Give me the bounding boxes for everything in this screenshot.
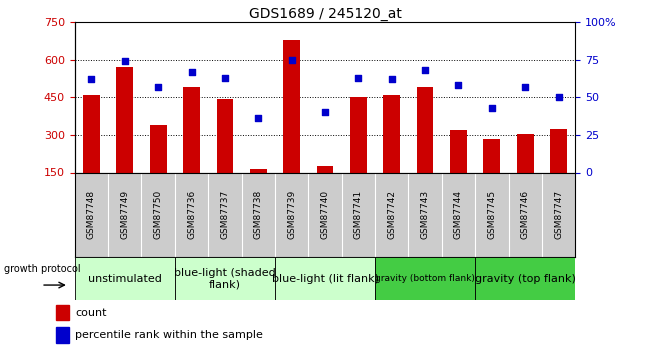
Point	[153, 84, 163, 90]
Text: gravity (bottom flank): gravity (bottom flank)	[375, 274, 475, 283]
Point	[320, 110, 330, 115]
Text: GSM87748: GSM87748	[87, 190, 96, 239]
Point	[187, 69, 197, 75]
FancyBboxPatch shape	[275, 257, 375, 300]
Text: growth protocol: growth protocol	[4, 264, 81, 274]
Point	[287, 57, 297, 63]
Point	[553, 95, 564, 100]
Text: GSM87739: GSM87739	[287, 190, 296, 239]
Title: GDS1689 / 245120_at: GDS1689 / 245120_at	[248, 7, 402, 21]
Point	[253, 116, 263, 121]
Bar	[350, 97, 367, 172]
Bar	[216, 99, 233, 172]
Text: blue-light (shaded
flank): blue-light (shaded flank)	[174, 268, 276, 289]
Bar	[317, 166, 333, 172]
FancyBboxPatch shape	[375, 257, 475, 300]
Bar	[517, 134, 534, 172]
Bar	[550, 129, 567, 172]
Bar	[56, 327, 69, 343]
FancyBboxPatch shape	[175, 257, 275, 300]
Bar	[283, 40, 300, 172]
Bar	[183, 87, 200, 172]
Text: blue-light (lit flank): blue-light (lit flank)	[272, 274, 378, 284]
Text: GSM87742: GSM87742	[387, 190, 396, 239]
Text: gravity (top flank): gravity (top flank)	[474, 274, 576, 284]
Bar	[417, 87, 434, 172]
Text: GSM87738: GSM87738	[254, 190, 263, 239]
Text: count: count	[75, 308, 107, 318]
Bar	[484, 139, 501, 172]
FancyBboxPatch shape	[75, 257, 175, 300]
Bar	[150, 125, 166, 172]
Bar	[83, 95, 100, 172]
Point	[520, 84, 530, 90]
FancyBboxPatch shape	[475, 257, 575, 300]
Text: GSM87745: GSM87745	[488, 190, 497, 239]
Text: GSM87750: GSM87750	[153, 190, 162, 239]
Text: GSM87737: GSM87737	[220, 190, 229, 239]
Point	[220, 75, 230, 81]
Point	[86, 77, 97, 82]
Point	[453, 83, 463, 88]
Point	[387, 77, 397, 82]
Text: GSM87741: GSM87741	[354, 190, 363, 239]
Text: GSM87747: GSM87747	[554, 190, 563, 239]
Point	[353, 75, 363, 81]
Bar	[450, 130, 467, 172]
Bar	[56, 305, 69, 320]
Text: GSM87746: GSM87746	[521, 190, 530, 239]
Bar	[384, 95, 400, 172]
Point	[120, 59, 130, 64]
Text: GSM87744: GSM87744	[454, 190, 463, 239]
Text: GSM87736: GSM87736	[187, 190, 196, 239]
Bar	[250, 169, 266, 172]
Text: unstimulated: unstimulated	[88, 274, 162, 284]
Text: GSM87740: GSM87740	[320, 190, 330, 239]
Text: GSM87749: GSM87749	[120, 190, 129, 239]
Point	[420, 68, 430, 73]
Text: percentile rank within the sample: percentile rank within the sample	[75, 330, 263, 340]
Point	[487, 105, 497, 111]
Text: GSM87743: GSM87743	[421, 190, 430, 239]
Bar	[116, 68, 133, 172]
